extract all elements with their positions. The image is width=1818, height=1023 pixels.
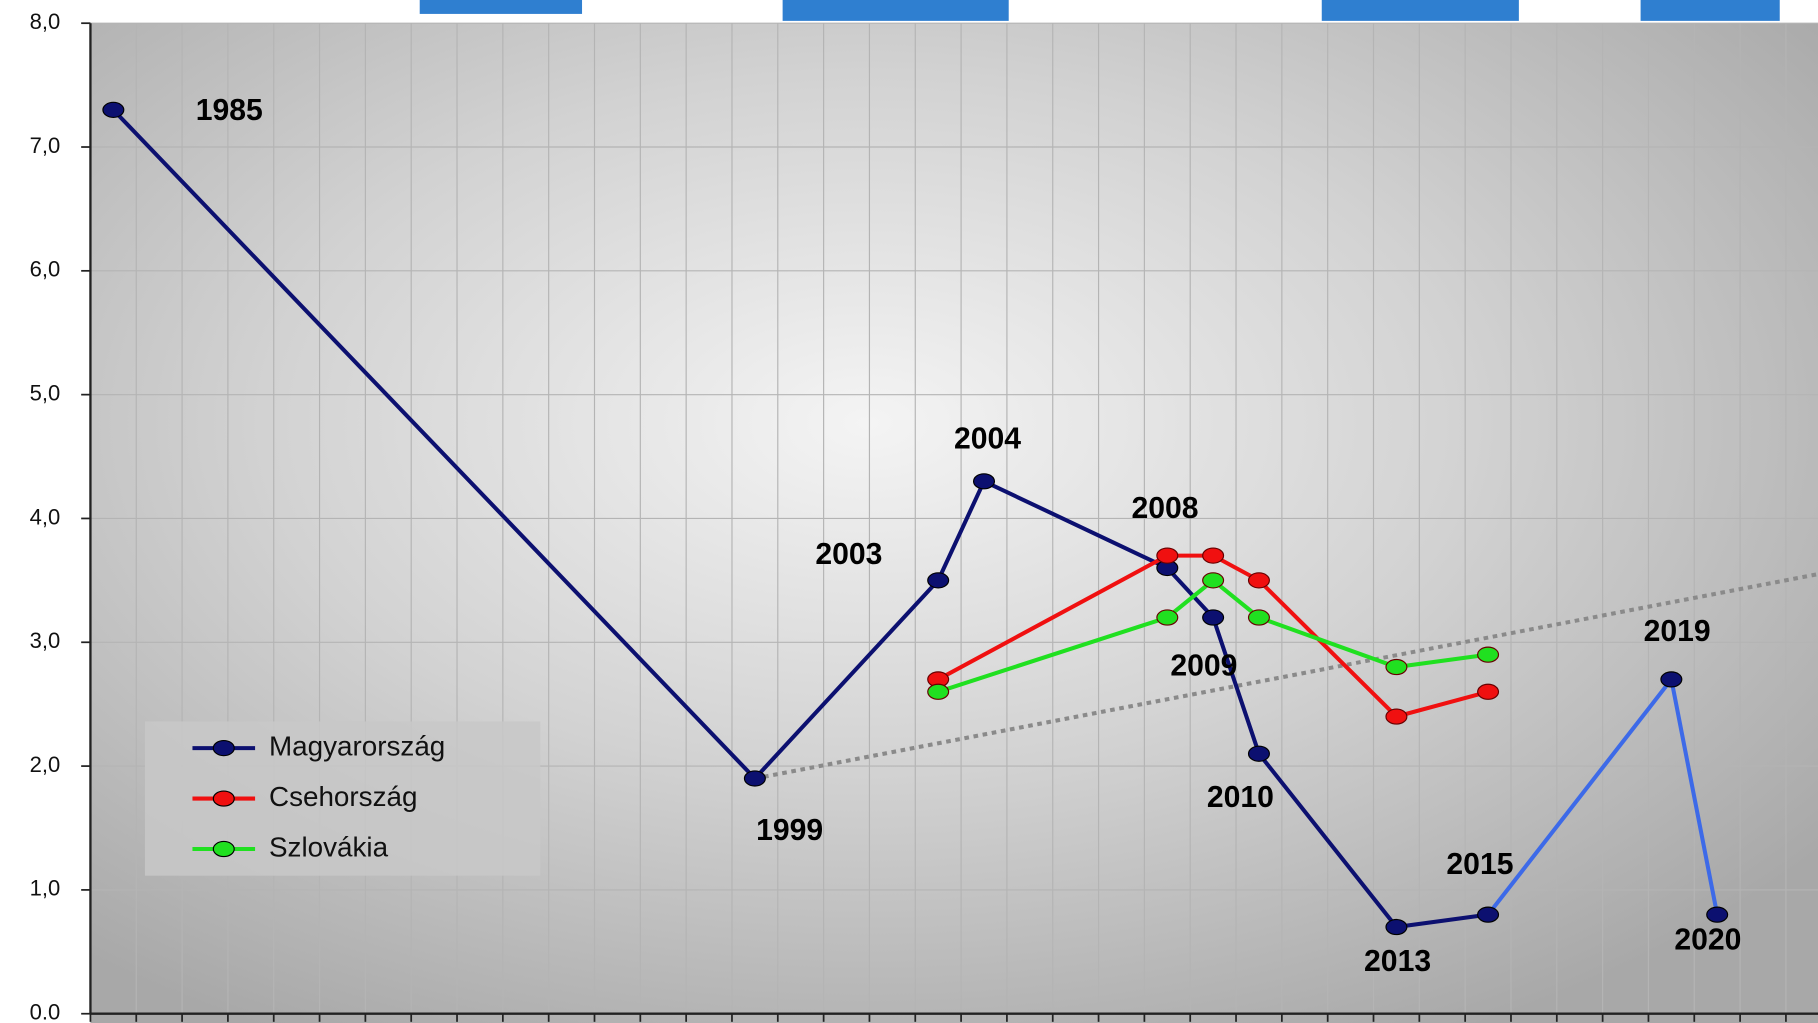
y-tick-label: 6,0 bbox=[30, 257, 61, 282]
point-label: 1985 bbox=[196, 94, 263, 127]
marker bbox=[1247, 745, 1270, 762]
trendline bbox=[754, 572, 1818, 781]
point-label: 2009 bbox=[1170, 649, 1237, 682]
marker bbox=[1202, 609, 1225, 626]
marker bbox=[102, 101, 125, 118]
marker bbox=[1247, 609, 1270, 626]
series-line bbox=[937, 553, 1489, 719]
marker bbox=[1660, 671, 1683, 688]
legend-label: Csehország bbox=[269, 781, 417, 812]
marker bbox=[743, 770, 766, 787]
point-label: 2010 bbox=[1207, 781, 1274, 814]
marker bbox=[1156, 547, 1179, 564]
marker bbox=[1385, 918, 1408, 936]
y-tick-label: 7,0 bbox=[30, 133, 61, 158]
y-tick-label: 5,0 bbox=[30, 380, 61, 405]
marker bbox=[927, 572, 950, 589]
point-label: 1999 bbox=[756, 814, 823, 847]
point-label: 2008 bbox=[1131, 492, 1198, 525]
marker bbox=[1477, 906, 1500, 923]
y-tick-label: 3,0 bbox=[30, 628, 61, 653]
plot: 1985 1999 2003 2004 2008 2009 2010 2013 2015 2019… bbox=[102, 94, 1818, 978]
legend-marker bbox=[212, 790, 235, 807]
marker bbox=[972, 473, 996, 490]
point-label: 2013 bbox=[1364, 945, 1431, 978]
point-label: 2015 bbox=[1446, 848, 1513, 881]
point-label: 2004 bbox=[954, 423, 1021, 456]
legend-label: Magyarország bbox=[269, 730, 445, 761]
legend-marker bbox=[212, 840, 235, 858]
y-tick-label: 1,0 bbox=[30, 876, 61, 901]
marker bbox=[1202, 572, 1225, 589]
decoration bbox=[419, 0, 583, 14]
marker bbox=[1247, 572, 1270, 589]
point-label: 2019 bbox=[1644, 615, 1711, 648]
series-line bbox=[937, 578, 1489, 694]
marker bbox=[1202, 547, 1225, 564]
legend: Magyarország Csehország Szlovákia bbox=[144, 721, 541, 876]
legend-label: Szlovákia bbox=[269, 831, 389, 862]
y-tick-label: 0.0 bbox=[30, 1000, 61, 1023]
marker bbox=[1477, 683, 1500, 700]
point-label: 2020 bbox=[1674, 923, 1741, 956]
point-label: 2003 bbox=[815, 538, 882, 571]
decoration bbox=[1321, 0, 1519, 21]
marker bbox=[1477, 646, 1500, 663]
marker bbox=[1385, 658, 1408, 676]
decoration bbox=[782, 0, 1009, 21]
marker bbox=[1156, 609, 1179, 626]
marker bbox=[927, 683, 950, 700]
marker bbox=[1706, 906, 1729, 923]
y-tick-label: 4,0 bbox=[30, 504, 61, 529]
marker bbox=[1385, 708, 1408, 725]
legend-marker bbox=[212, 739, 235, 757]
decoration bbox=[1640, 0, 1780, 21]
y-tick-label: 2,0 bbox=[30, 752, 61, 777]
y-tick-label: 8,0 bbox=[30, 9, 61, 34]
